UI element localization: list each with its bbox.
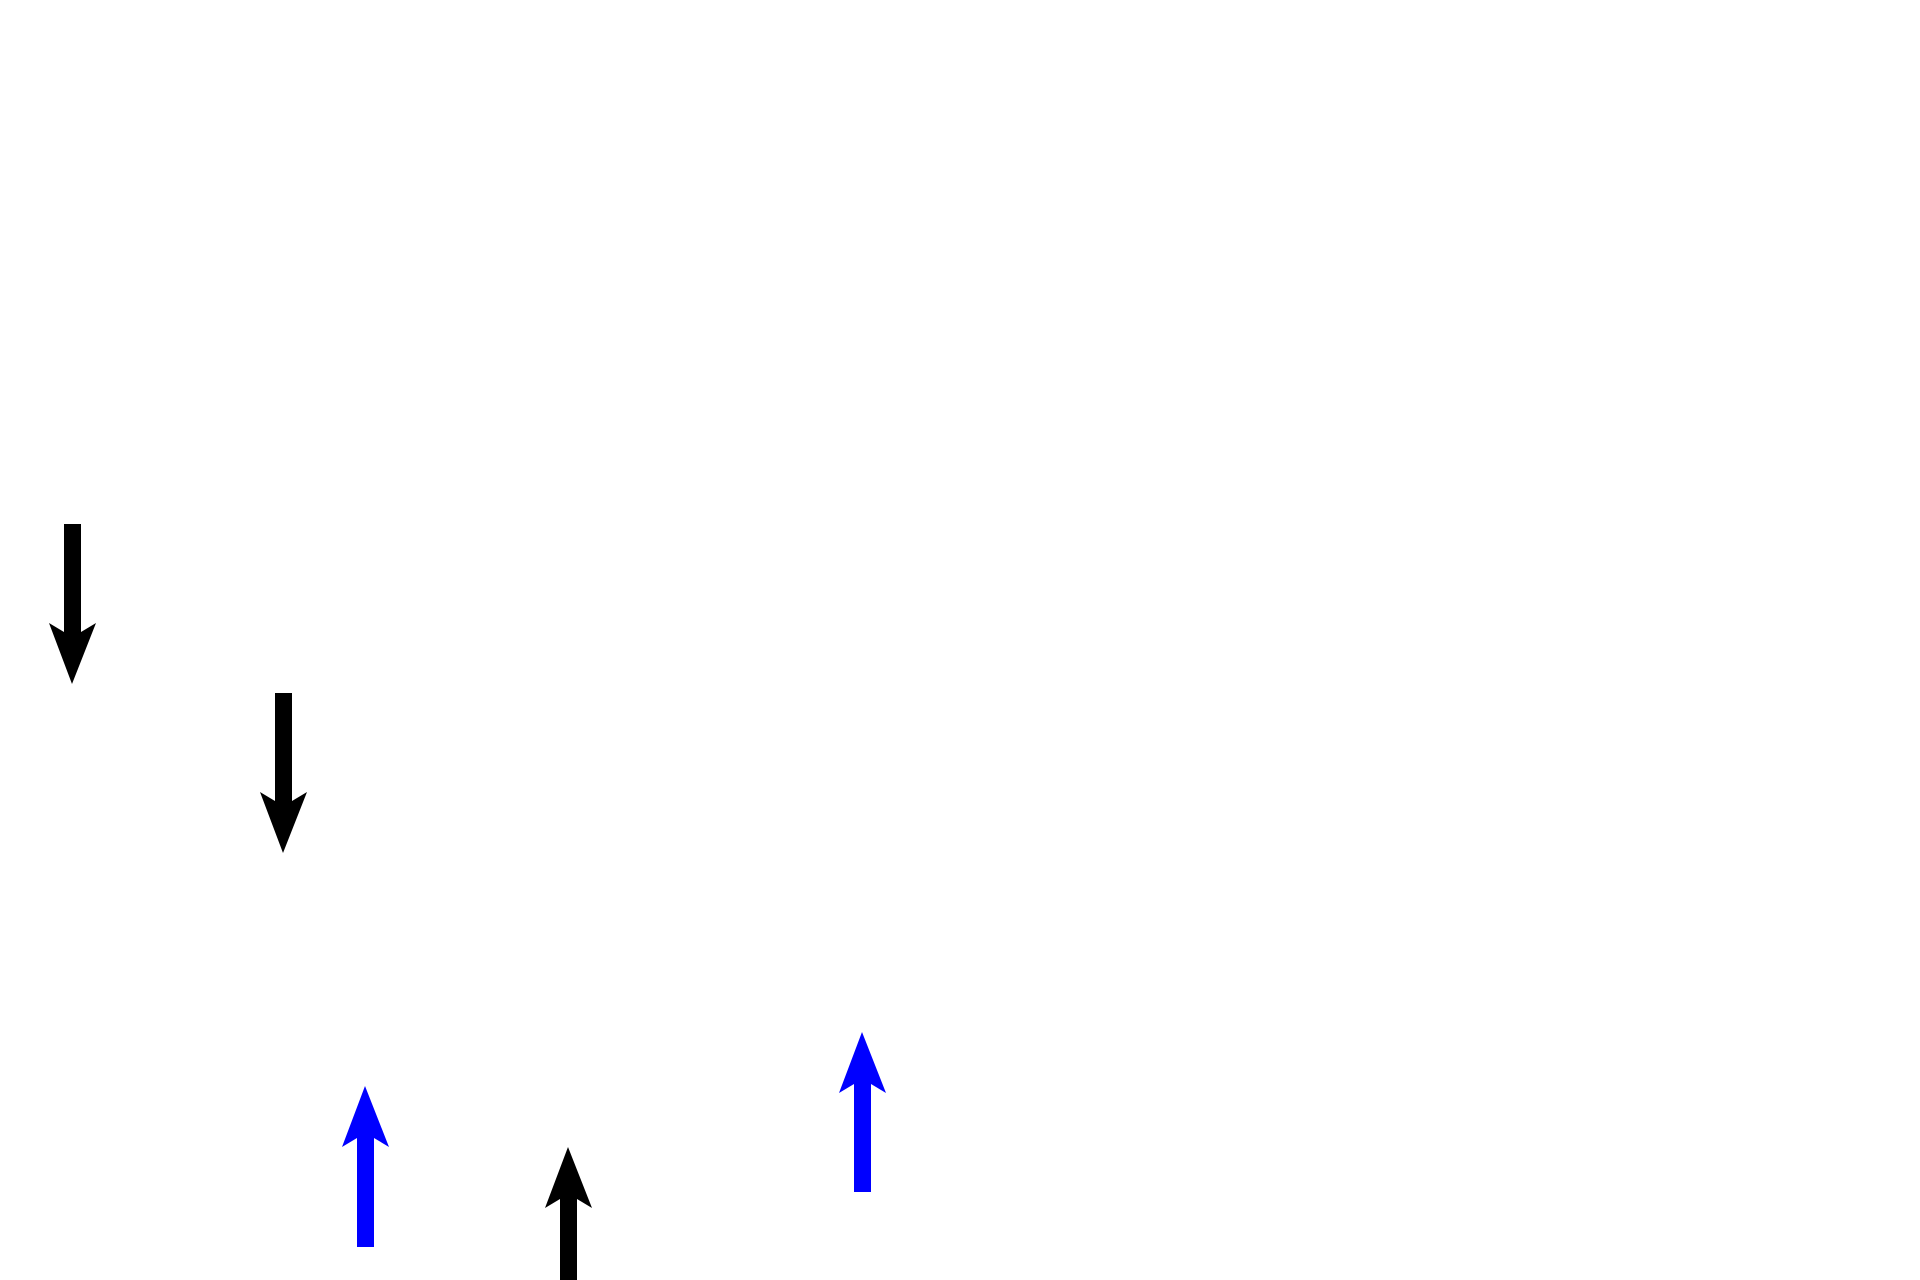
arrow-up-icon [839, 1032, 886, 1192]
arrow-down-icon [49, 524, 96, 684]
arrow-up-icon [545, 1147, 592, 1280]
arrow-up-icon [342, 1086, 389, 1247]
arrow-down-icon [260, 693, 307, 853]
